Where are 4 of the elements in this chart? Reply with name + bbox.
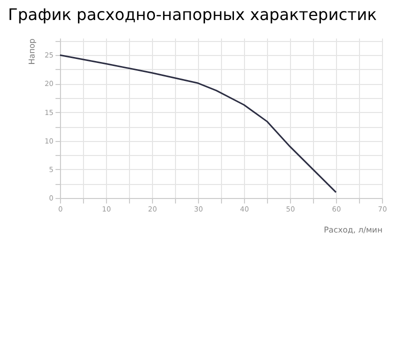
y-axis-title: Напор <box>28 38 36 65</box>
x-axis-title: Расход, л/мин <box>324 226 382 234</box>
chart-title: График расходно-напорных характеристик <box>8 4 378 24</box>
line-series <box>59 54 337 194</box>
